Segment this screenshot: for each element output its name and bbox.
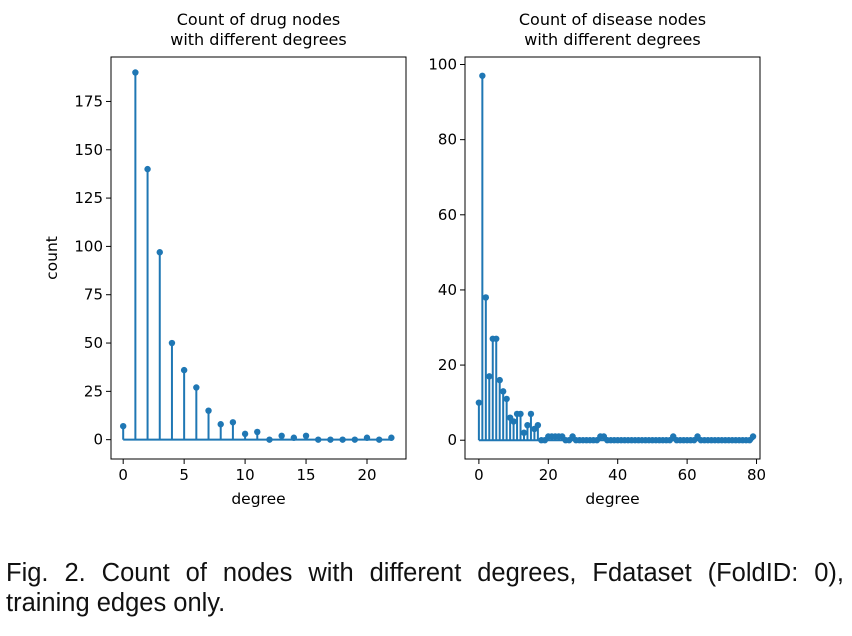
stem-marker xyxy=(168,339,176,347)
stem-marker xyxy=(315,436,322,443)
y-axis-label: count xyxy=(43,236,61,280)
stem-marker xyxy=(482,294,490,301)
stem-marker xyxy=(375,436,383,443)
x-axis-label: degree xyxy=(231,490,285,508)
stem-marker xyxy=(496,376,503,384)
stem-marker xyxy=(351,436,359,443)
chart-title-line: Count of drug nodes xyxy=(177,10,341,29)
y-tick-label: 100 xyxy=(428,56,457,74)
figure-caption: Fig. 2. Count of nodes with different de… xyxy=(6,559,844,617)
stem-marker xyxy=(524,421,531,429)
stem-marker xyxy=(493,335,500,342)
y-tick-label: 0 xyxy=(447,431,457,449)
axes-frame xyxy=(464,56,761,460)
stem-marker xyxy=(363,434,371,441)
stem-marker xyxy=(499,388,507,395)
x-tick-label: 80 xyxy=(747,466,766,484)
stem-marker xyxy=(479,72,486,79)
y-tick-label: 75 xyxy=(84,286,103,304)
stem-marker xyxy=(241,430,249,438)
x-tick-label: 5 xyxy=(179,466,189,484)
y-tick-label: 80 xyxy=(438,131,457,149)
stem-marker xyxy=(217,421,224,428)
chart-title-line: Count of disease nodes xyxy=(519,10,706,29)
x-tick-label: 0 xyxy=(474,466,484,484)
stem-marker xyxy=(510,418,517,425)
stem-marker xyxy=(254,428,261,436)
stem-marker xyxy=(144,165,151,173)
x-axis-label: degree xyxy=(585,490,639,508)
stem-marker xyxy=(339,436,346,443)
stem-marker xyxy=(205,407,212,414)
stem-marker xyxy=(517,410,524,418)
stem-marker xyxy=(119,422,127,430)
stem-marker xyxy=(388,434,395,441)
chart-title-line: with different degrees xyxy=(170,30,346,49)
stem-marker xyxy=(290,434,298,441)
stem-marker xyxy=(156,249,163,256)
x-tick-label: 0 xyxy=(118,466,128,484)
stem-marker xyxy=(475,399,483,406)
y-tick-label: 100 xyxy=(74,237,103,255)
y-tick-label: 50 xyxy=(84,334,103,352)
chart-title-line: with different degrees xyxy=(524,30,700,49)
axes-frame xyxy=(110,56,407,460)
y-tick-label: 20 xyxy=(438,356,457,374)
stem-marker xyxy=(229,419,237,426)
stem-marker xyxy=(520,429,528,436)
x-tick-label: 10 xyxy=(236,466,255,484)
stem-marker xyxy=(278,432,285,440)
x-tick-label: 20 xyxy=(539,466,558,484)
stem-marker xyxy=(486,373,493,380)
x-tick-label: 60 xyxy=(678,466,697,484)
y-tick-label: 25 xyxy=(84,382,103,400)
y-tick-label: 175 xyxy=(74,92,103,110)
stem-marker xyxy=(302,432,310,440)
stem-marker xyxy=(132,69,139,76)
y-tick-label: 125 xyxy=(74,189,103,207)
stem-marker xyxy=(327,436,334,443)
stem-marker xyxy=(180,366,188,374)
stem-marker xyxy=(503,395,510,403)
stem-marker xyxy=(266,436,273,443)
x-tick-label: 20 xyxy=(357,466,376,484)
stem-marker xyxy=(193,384,200,391)
y-tick-label: 60 xyxy=(438,206,457,224)
stem-marker xyxy=(527,410,535,418)
stem-marker xyxy=(749,433,757,440)
y-tick-label: 40 xyxy=(438,281,457,299)
y-tick-label: 150 xyxy=(74,141,103,159)
stem-marker xyxy=(534,421,542,429)
x-tick-label: 40 xyxy=(608,466,627,484)
x-tick-label: 15 xyxy=(296,466,315,484)
y-tick-label: 0 xyxy=(93,431,103,449)
